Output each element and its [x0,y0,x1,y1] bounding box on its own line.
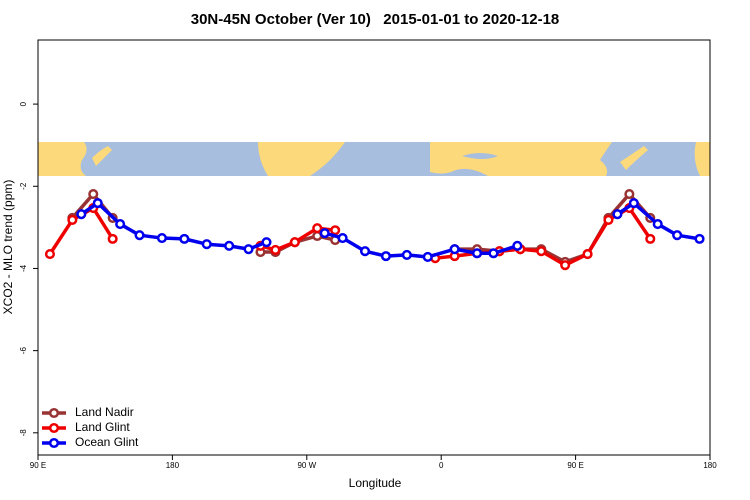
data-point [92,198,103,209]
data-point [582,249,593,260]
y-tick-label: -2 [19,182,28,190]
data-point [380,251,391,262]
data-point [67,214,78,226]
data-point [319,228,330,239]
data-point [449,244,460,255]
data-point [44,249,55,260]
x-tick-label: 90 E [567,461,583,470]
data-point [652,219,663,230]
data-point [536,246,547,257]
data-point [628,198,639,209]
data-point [471,248,483,259]
data-point [107,233,118,244]
legend-label: Land Nadir [75,405,134,419]
legend-marker [48,437,60,449]
data-point [401,249,412,260]
x-tick-label: 0 [439,461,444,470]
x-tick-label: 90 E [30,461,46,470]
map-band [38,142,710,176]
data-point [359,246,371,257]
data-point [560,260,571,271]
y-tick-label: -6 [19,347,28,355]
x-tick-label: 180 [703,461,717,470]
x-axis-label: Longitude [349,476,402,490]
data-point [179,233,190,244]
data-point [312,223,323,234]
data-point [224,240,235,251]
data-point [624,189,635,200]
data-point [603,214,614,226]
y-tick-label: 0 [19,101,28,106]
data-point [243,244,254,255]
x-tick-label: 90 W [297,461,316,470]
data-point [289,237,300,248]
data-point [88,189,99,200]
data-point [694,233,705,244]
data-point [612,209,623,220]
data-point [156,232,167,244]
series-line [80,201,700,259]
legend-label: Land Glint [75,420,130,434]
legend-marker [48,407,60,419]
data-point [422,251,433,263]
data-point [512,240,523,251]
data-point [488,248,499,259]
plot-frame [37,39,711,456]
y-axis-label: XCO2 - MLO trend (ppm) [1,180,15,315]
chart-title: 30N-45N October (Ver 10) 2015-01-01 to 2… [191,11,560,28]
x-tick-label: 180 [166,461,180,470]
data-point [134,230,145,241]
legend-label: Ocean Glint [75,435,139,449]
data-point [337,232,348,244]
data-point [115,219,126,230]
legend-marker [48,422,60,434]
data-point [645,233,656,244]
data-point [672,230,683,241]
data-point [261,237,272,248]
y-tick-label: -4 [19,264,28,272]
data-point [201,239,212,250]
y-tick-label: -8 [19,429,28,437]
data-point [76,209,87,220]
data-point [270,244,281,256]
data-point [330,225,341,236]
